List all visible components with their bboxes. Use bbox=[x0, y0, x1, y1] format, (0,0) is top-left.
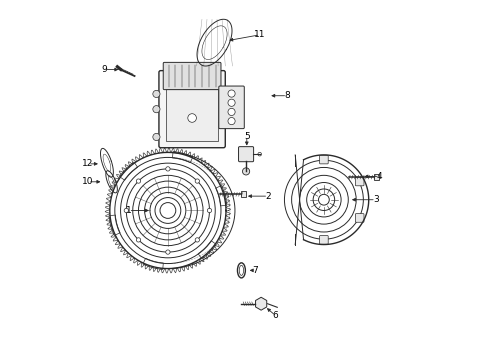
Circle shape bbox=[228, 108, 235, 116]
Circle shape bbox=[258, 152, 262, 156]
Circle shape bbox=[153, 134, 160, 140]
FancyBboxPatch shape bbox=[159, 71, 225, 148]
Polygon shape bbox=[256, 297, 267, 310]
Circle shape bbox=[124, 208, 128, 213]
Circle shape bbox=[195, 179, 199, 183]
Circle shape bbox=[153, 105, 160, 113]
FancyBboxPatch shape bbox=[219, 86, 245, 129]
Circle shape bbox=[166, 167, 170, 171]
Circle shape bbox=[195, 238, 199, 242]
Circle shape bbox=[166, 250, 170, 254]
Text: 9: 9 bbox=[101, 65, 107, 74]
Bar bbox=[242, 192, 246, 197]
Circle shape bbox=[228, 90, 235, 97]
FancyBboxPatch shape bbox=[239, 147, 254, 162]
FancyBboxPatch shape bbox=[319, 155, 328, 164]
Text: 11: 11 bbox=[254, 30, 266, 39]
FancyBboxPatch shape bbox=[355, 177, 364, 186]
Text: 4: 4 bbox=[377, 172, 382, 181]
Circle shape bbox=[153, 90, 160, 98]
Bar bbox=[166, 89, 218, 140]
Text: 3: 3 bbox=[373, 195, 379, 204]
FancyBboxPatch shape bbox=[319, 235, 328, 244]
FancyBboxPatch shape bbox=[163, 62, 221, 90]
Circle shape bbox=[207, 208, 212, 213]
Circle shape bbox=[243, 168, 250, 175]
Circle shape bbox=[136, 238, 141, 242]
Text: 8: 8 bbox=[284, 91, 290, 100]
Text: 2: 2 bbox=[266, 192, 271, 201]
Text: 10: 10 bbox=[82, 177, 94, 186]
Text: 6: 6 bbox=[272, 311, 278, 320]
Circle shape bbox=[188, 114, 196, 122]
Text: 7: 7 bbox=[252, 266, 258, 275]
Circle shape bbox=[136, 179, 141, 183]
Bar bbox=[374, 174, 379, 180]
Circle shape bbox=[228, 99, 235, 106]
Text: 1: 1 bbox=[125, 206, 131, 215]
FancyBboxPatch shape bbox=[355, 213, 364, 222]
Circle shape bbox=[228, 117, 235, 125]
Text: 5: 5 bbox=[244, 132, 250, 141]
Text: 12: 12 bbox=[82, 159, 94, 168]
